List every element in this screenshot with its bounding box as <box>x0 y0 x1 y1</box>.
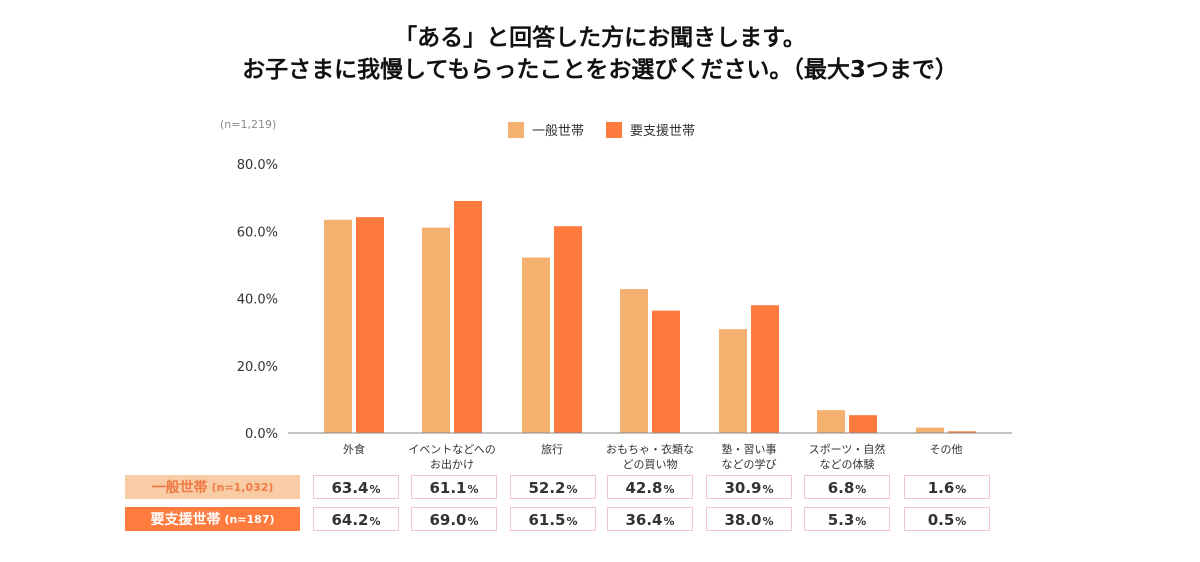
cell-unit: % <box>369 515 381 528</box>
table-cell: 0.5% <box>904 507 990 531</box>
x-tick-label: イベントなどへの <box>408 443 495 456</box>
x-tick-label: おもちゃ・衣類な <box>606 442 694 456</box>
chart-legend: 一般世帯 要支援世帯 <box>508 120 717 139</box>
table-cell: 5.3% <box>804 507 890 531</box>
y-tick-label: 60.0% <box>237 225 278 240</box>
table-cell: 38.0% <box>706 507 792 531</box>
table-cell: 52.2% <box>510 475 596 499</box>
bar-support <box>454 200 482 433</box>
legend-item-support: 要支援世帯 <box>606 120 695 139</box>
bar-general <box>324 219 352 433</box>
x-tick-label: 塾・習い事 <box>722 442 777 456</box>
y-tick-label: 40.0% <box>237 293 278 308</box>
cell-value: 42.8 <box>625 479 663 497</box>
legend-item-general: 一般世帯 <box>508 120 584 139</box>
bar-general <box>916 427 944 433</box>
table-cell: 63.4% <box>313 475 399 499</box>
cell-unit: % <box>955 515 967 528</box>
table-cell: 61.5% <box>510 507 596 531</box>
x-tick-label: その他 <box>930 443 963 456</box>
cell-unit: % <box>369 483 381 496</box>
bar-support <box>356 217 384 433</box>
bar-support <box>849 415 877 433</box>
bar-general <box>719 329 747 433</box>
chart-title-line1: 「ある」と回答した方にお聞きします。 <box>394 25 806 51</box>
cell-value: 63.4 <box>331 479 369 497</box>
y-tick-label: 80.0% <box>237 158 278 173</box>
x-tick-label: 外食 <box>343 442 365 456</box>
bar-general <box>422 227 450 433</box>
table-cell: 64.2% <box>313 507 399 531</box>
row-label-support-text: 要支援世帯 <box>150 512 221 528</box>
cell-value: 61.5 <box>528 511 566 529</box>
legend-swatch-general <box>508 121 524 138</box>
x-tick-label: どの買い物 <box>623 457 678 470</box>
cell-unit: % <box>762 483 774 496</box>
y-tick-label: 0.0% <box>245 427 278 442</box>
table-row-label-support: 要支援世帯 (n=187) <box>125 507 300 531</box>
cell-unit: % <box>855 483 867 496</box>
cell-value: 5.3 <box>827 511 855 529</box>
legend-swatch-support <box>606 121 623 138</box>
legend-label-general: 一般世帯 <box>532 124 585 139</box>
bar-general <box>817 410 845 433</box>
bar-support <box>554 226 582 433</box>
table-cell: 42.8% <box>607 475 693 499</box>
cell-value: 69.0 <box>429 511 467 529</box>
row-label-general-n: (n=1,032) <box>211 480 274 494</box>
cell-unit: % <box>663 515 675 528</box>
row-label-general-text: 一般世帯 <box>151 480 208 496</box>
y-tick-label: 20.0% <box>237 360 278 375</box>
table-row-label-general: 一般世帯 (n=1,032) <box>125 475 300 499</box>
cell-unit: % <box>566 515 578 528</box>
cell-unit: % <box>467 515 479 528</box>
cell-unit: % <box>467 483 479 496</box>
bar-general <box>522 257 550 433</box>
cell-value: 61.1 <box>429 479 467 497</box>
bar-support <box>652 310 680 433</box>
cell-value: 30.9 <box>724 479 762 497</box>
table-cell: 61.1% <box>411 475 497 499</box>
bar-general <box>620 289 648 433</box>
cell-value: 0.5 <box>927 511 955 529</box>
legend-label-support: 要支援世帯 <box>630 124 696 139</box>
bar-support <box>948 431 976 433</box>
cell-value: 52.2 <box>528 479 566 497</box>
cell-value: 36.4 <box>625 511 663 529</box>
cell-unit: % <box>855 515 867 528</box>
table-cell: 1.6% <box>904 475 990 499</box>
table-cell: 30.9% <box>706 475 792 499</box>
cell-value: 64.2 <box>331 511 369 529</box>
bar-support <box>751 305 779 433</box>
cell-value: 1.6 <box>927 479 955 497</box>
cell-value: 6.8 <box>827 479 855 497</box>
table-cell: 36.4% <box>607 507 693 531</box>
cell-unit: % <box>663 483 675 496</box>
row-label-support-n: (n=187) <box>224 512 275 526</box>
x-tick-label: 旅行 <box>541 442 563 456</box>
x-tick-label: お出かけ <box>430 457 474 470</box>
x-tick-label: スポーツ・自然 <box>809 442 886 456</box>
x-tick-label: などの学び <box>722 457 777 470</box>
chart-title-line2: お子さまに我慢してもらったことをお選びください。（最大3つまで） <box>242 57 958 83</box>
cell-value: 38.0 <box>724 511 762 529</box>
cell-unit: % <box>955 483 967 496</box>
cell-unit: % <box>762 515 774 528</box>
cell-unit: % <box>566 483 578 496</box>
table-cell: 6.8% <box>804 475 890 499</box>
x-tick-label: などの体験 <box>820 457 875 470</box>
sample-size-total: (n=1,219) <box>220 118 277 131</box>
table-cell: 69.0% <box>411 507 497 531</box>
